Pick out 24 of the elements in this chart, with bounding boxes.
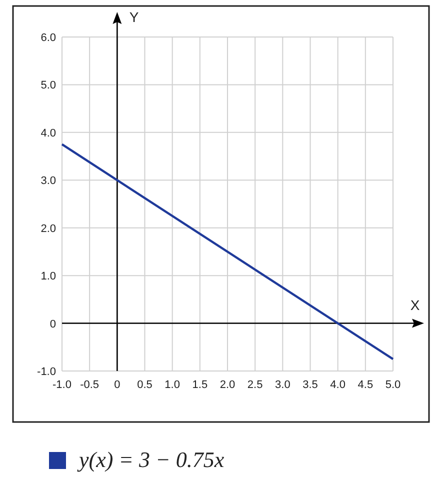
legend-label: y(x) = 3 − 0.75x	[77, 447, 224, 472]
y-tick-label: 6.0	[40, 32, 56, 44]
x-tick-label: 2.0	[220, 379, 236, 391]
x-tick-label: 1.0	[164, 379, 180, 391]
x-tick-label: 0	[114, 379, 120, 391]
y-axis-title: Y	[129, 9, 140, 25]
x-tick-label: -1.0	[52, 379, 72, 391]
y-tick-label: -1.0	[37, 366, 56, 378]
y-tick-label: 4.0	[40, 127, 56, 140]
x-tick-label: 2.5	[247, 379, 263, 391]
y-tick-label: 3.0	[40, 175, 56, 188]
x-tick-label: 3.0	[275, 379, 290, 391]
x-tick-label: 4.5	[358, 379, 374, 391]
x-tick-label: 0.5	[137, 379, 152, 391]
y-tick-label: 1.0	[40, 270, 56, 283]
x-tick-label: -0.5	[80, 379, 100, 391]
x-tick-label: 1.5	[192, 379, 208, 391]
x-tick-label: 3.5	[302, 379, 318, 391]
x-axis-title: X	[410, 297, 420, 313]
x-tick-label: 5.0	[385, 379, 401, 391]
x-tick-label: 4.0	[330, 379, 346, 391]
y-tick-label: 2.0	[40, 222, 56, 235]
y-tick-label: 5.0	[40, 80, 56, 92]
y-tick-label: 0	[50, 318, 56, 330]
